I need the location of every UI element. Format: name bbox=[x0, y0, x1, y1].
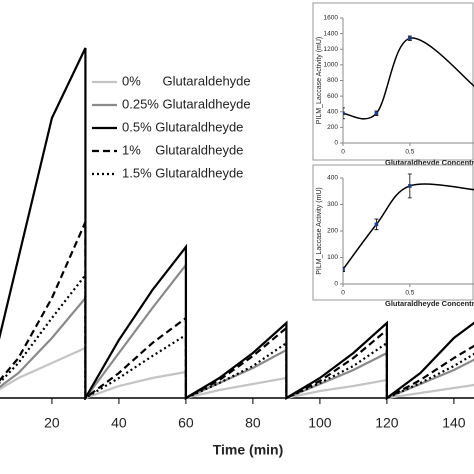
legend-label: 0% Glutaraldehyde bbox=[122, 73, 251, 88]
series-line bbox=[343, 37, 474, 120]
legend-label: 1.5% Glutaraldheyde bbox=[122, 165, 243, 180]
x-tick-label: 80 bbox=[245, 415, 261, 431]
y-tick-label: 0 bbox=[334, 281, 338, 288]
plot-area bbox=[343, 173, 474, 272]
y-tick-label: 1000 bbox=[324, 62, 339, 69]
x-axis-label: Time (min) bbox=[213, 442, 284, 458]
data-point bbox=[343, 111, 345, 116]
x-tick-label: 0,5 bbox=[405, 149, 414, 156]
y-tick-label: 200 bbox=[327, 228, 338, 235]
y-tick-label: 1400 bbox=[324, 30, 339, 37]
inset-frame bbox=[312, 2, 474, 161]
y-tick-label: 400 bbox=[327, 108, 338, 115]
inset-frame bbox=[312, 164, 474, 301]
data-point bbox=[408, 184, 412, 188]
y-tick-label: 1600 bbox=[324, 15, 339, 22]
x-axis-label: Glutaraldheyde Concentration bbox=[385, 299, 474, 308]
x-tick-label: 0 bbox=[341, 290, 345, 297]
x-tick-label: 0,5 bbox=[405, 290, 414, 297]
y-tick-label: 600 bbox=[327, 93, 338, 100]
data-point bbox=[374, 111, 379, 116]
y-tick-label: 200 bbox=[327, 124, 338, 131]
data-point bbox=[343, 267, 345, 272]
y-tick-label: 300 bbox=[327, 201, 338, 208]
series-line bbox=[343, 183, 474, 270]
legend-label: 0.25% Glutaraldheyde bbox=[122, 96, 251, 111]
plot-area bbox=[343, 35, 474, 120]
y-tick-label: 0 bbox=[334, 140, 338, 147]
series-line bbox=[0, 221, 474, 400]
x-tick-label: 140 bbox=[442, 415, 466, 431]
x-tick-label: 40 bbox=[111, 415, 127, 431]
x-tick-label: 60 bbox=[178, 415, 194, 431]
y-tick-label: 1200 bbox=[324, 46, 339, 53]
y-tick-label: 100 bbox=[327, 254, 338, 261]
y-tick-label: 800 bbox=[327, 77, 338, 84]
error-bar bbox=[343, 266, 345, 272]
x-tick-label: 100 bbox=[308, 415, 332, 431]
legend-label: 1% Glutaraldheyde bbox=[122, 142, 243, 157]
plot-area bbox=[0, 47, 474, 400]
y-tick-label: 400 bbox=[327, 175, 338, 182]
error-bar bbox=[343, 107, 345, 120]
x-tick-label: 20 bbox=[44, 415, 60, 431]
x-axis-label: Glutaraldheyde Concentration bbox=[385, 158, 474, 167]
data-point bbox=[374, 222, 379, 227]
x-tick-label: 0 bbox=[341, 149, 345, 156]
legend-label: 0.5% Glutaraldheyde bbox=[122, 119, 243, 134]
y-axis-label: PILM_Laccase Activity (mU) bbox=[316, 37, 323, 125]
data-point bbox=[408, 36, 412, 41]
x-tick-label: 120 bbox=[375, 415, 399, 431]
y-axis-label: PILM_Laccase Activity (mU) bbox=[316, 187, 323, 275]
